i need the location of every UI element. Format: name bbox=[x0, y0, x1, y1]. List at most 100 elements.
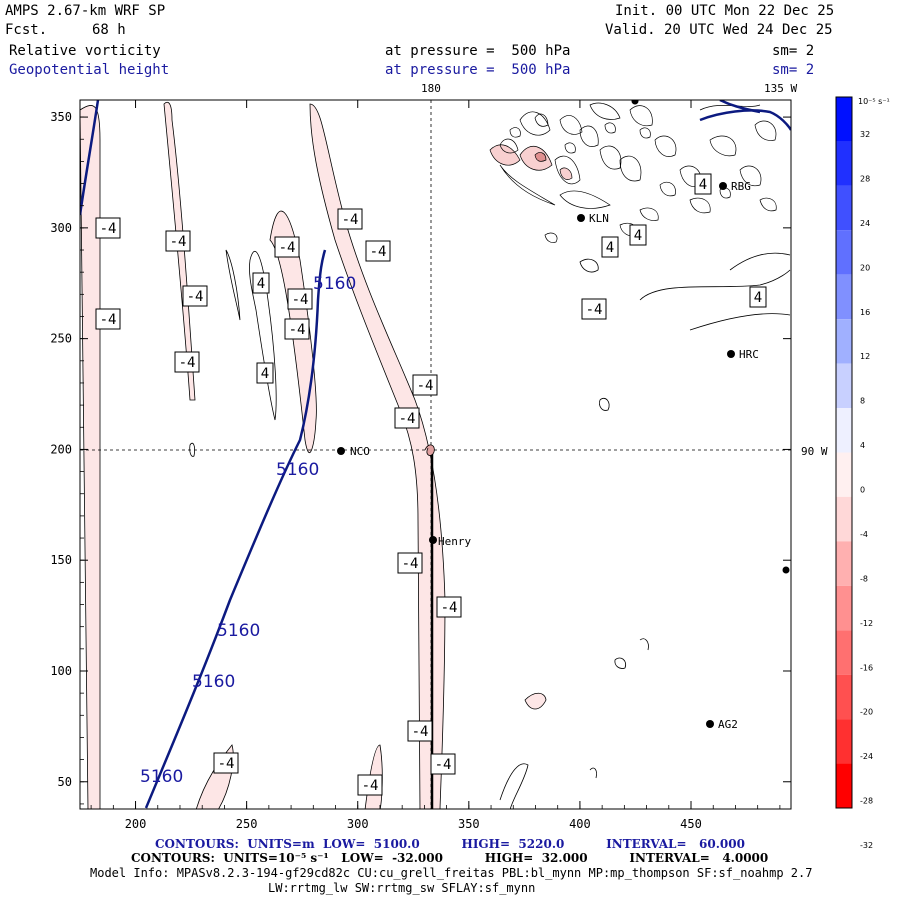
colorbar-segment bbox=[836, 97, 852, 142]
vorticity-label-text: -4 bbox=[435, 757, 452, 773]
colorbar-label: -4 bbox=[860, 530, 868, 539]
vorticity-label-text: -4 bbox=[100, 221, 117, 237]
colorbar-label: -16 bbox=[860, 663, 873, 672]
colorbar-segment bbox=[836, 585, 852, 631]
colorbar-label: 0 bbox=[860, 486, 865, 495]
colorbar: 32 28 24 20 16 12 8 4 0 -4 -8 -12 -16 -20 -24 -28 -32 bbox=[835, 96, 873, 850]
vorticity-label: -4 bbox=[182, 285, 208, 307]
x-tick-label: 400 bbox=[569, 817, 591, 831]
vorticity-label-text: -4 bbox=[218, 756, 235, 772]
vorticity-label: 4 bbox=[252, 272, 270, 294]
vorticity-label: 4 bbox=[256, 362, 274, 384]
x-tick-label: 300 bbox=[347, 817, 369, 831]
colorbar-label: 4 bbox=[860, 441, 865, 450]
vorticity-label: -4 bbox=[95, 308, 121, 330]
y-tick-label: 200 bbox=[50, 442, 72, 456]
y-tick-label: 350 bbox=[50, 110, 72, 124]
vorticity-shading bbox=[80, 101, 547, 809]
station-dot-right bbox=[782, 566, 790, 574]
y-tick-label: 50 bbox=[58, 775, 72, 789]
y-tick-label: 250 bbox=[50, 332, 72, 346]
height-label: 5160 bbox=[217, 621, 260, 641]
y-tick-label: 100 bbox=[50, 664, 72, 678]
colorbar-label: -32 bbox=[860, 841, 873, 850]
x-axis: 200 250 300 350 400 450 bbox=[90, 100, 781, 831]
x-tick-label: 450 bbox=[680, 817, 702, 831]
vorticity-label: -4 bbox=[284, 318, 310, 340]
colorbar-segment bbox=[836, 319, 852, 364]
vorticity-contours bbox=[189, 249, 791, 809]
x-tick-label: 250 bbox=[236, 817, 258, 831]
colorbar-label: 32 bbox=[860, 130, 870, 139]
vorticity-label-text: 4 bbox=[257, 276, 265, 292]
vorticity-label: -4 bbox=[337, 208, 363, 230]
init-time: Init. 00 UTC Mon 22 Dec 25 bbox=[615, 3, 835, 19]
colorbar-label: 12 bbox=[860, 352, 870, 361]
colorbar-label: 20 bbox=[860, 263, 870, 272]
colorbar-label: -24 bbox=[860, 752, 873, 761]
vorticity-label-text: -4 bbox=[399, 411, 416, 427]
y-tick-label: 300 bbox=[50, 221, 72, 235]
vorticity-label-text: -4 bbox=[100, 312, 117, 328]
lon-label-180: 180 bbox=[421, 82, 441, 95]
vorticity-label-text: 4 bbox=[261, 366, 269, 382]
vorticity-label: -4 bbox=[436, 596, 462, 618]
vorticity-label: -4 bbox=[397, 552, 423, 574]
vorticity-label: -4 bbox=[407, 720, 433, 742]
vorticity-label-text: -4 bbox=[370, 244, 387, 260]
station-dot-top bbox=[631, 100, 639, 105]
colorbar-segment bbox=[836, 408, 852, 453]
vorticity-labels: -4 -4 -4 -4 -4 -4 -4 -4 -4 -4 -4 -4 -4 -4 -4 -4 -4 -4 -4 4 4… bbox=[95, 173, 767, 796]
vorticity-label: -4 bbox=[274, 236, 300, 258]
vorticity-label-text: -4 bbox=[170, 234, 187, 250]
vorticity-label-text: -4 bbox=[362, 778, 379, 794]
footer-vorticity-contours: CONTOURS: UNITS=10⁻⁵ s⁻¹ LOW= -32.000 HI… bbox=[131, 851, 769, 865]
colorbar-segment bbox=[836, 541, 852, 586]
vorticity-label: -4 bbox=[394, 407, 420, 429]
colorbar-segment bbox=[836, 230, 852, 275]
y-axis: 350 300 250 200 150 100 50 bbox=[50, 110, 791, 805]
footer-height-contours: CONTOURS: UNITS=m LOW= 5100.0 HIGH= 5220… bbox=[155, 837, 745, 851]
vorticity-label: -4 bbox=[365, 240, 391, 262]
colorbar-segment bbox=[836, 763, 852, 808]
footer-model-info-2: LW:rrtmg_lw SW:rrtmg_sw SFLAY:sf_mynn bbox=[268, 881, 536, 895]
colorbar-segment bbox=[836, 496, 852, 542]
vorticity-label: -4 bbox=[412, 374, 438, 396]
vorticity-label-text: -4 bbox=[292, 292, 309, 308]
colorbar-segment bbox=[836, 363, 852, 409]
station-label-ag2: AG2 bbox=[718, 718, 738, 731]
vorticity-label-text: 4 bbox=[606, 240, 614, 256]
vorticity-label: -4 bbox=[357, 774, 383, 796]
station-dot-hrc bbox=[727, 350, 735, 358]
x-tick-label: 200 bbox=[125, 817, 147, 831]
station-dots bbox=[337, 100, 790, 728]
colorbar-segment bbox=[836, 274, 852, 320]
colorbar-segment bbox=[836, 630, 852, 675]
station-label-henry: Henry bbox=[438, 535, 471, 548]
vorticity-label: 4 bbox=[694, 173, 712, 195]
vorticity-label: 4 bbox=[601, 236, 619, 258]
field2-level: at pressure = 500 hPa bbox=[385, 62, 571, 78]
vorticity-label-text: -4 bbox=[417, 378, 434, 394]
vorticity-label-text: 4 bbox=[754, 290, 762, 306]
height-label: 5160 bbox=[276, 460, 319, 480]
vorticity-label: -4 bbox=[165, 230, 191, 252]
field1-smoothing: sm= 2 bbox=[772, 43, 815, 59]
station-label-rbg: RBG bbox=[731, 180, 751, 193]
vorticity-label-text: -4 bbox=[586, 302, 603, 318]
colorbar-segment bbox=[836, 185, 852, 231]
station-dot-kln bbox=[577, 214, 585, 222]
colorbar-frame bbox=[835, 96, 853, 809]
vorticity-label-text: 4 bbox=[634, 228, 642, 244]
colorbar-label: -28 bbox=[860, 797, 873, 806]
vorticity-label-text: -4 bbox=[187, 289, 204, 305]
y-tick-label: 150 bbox=[50, 553, 72, 567]
colorbar-label: 24 bbox=[860, 219, 870, 228]
plot-area bbox=[80, 100, 791, 809]
station-dot-rbg bbox=[719, 182, 727, 190]
station-label-kln: KLN bbox=[589, 212, 609, 225]
footer-model-info: Model Info: MPASv8.2.3-194-gf29cd82c CU:… bbox=[90, 866, 813, 880]
forecast-label: Fcst. bbox=[5, 22, 48, 38]
vorticity-label: -4 bbox=[287, 288, 313, 310]
vorticity-label: -4 bbox=[581, 298, 607, 320]
